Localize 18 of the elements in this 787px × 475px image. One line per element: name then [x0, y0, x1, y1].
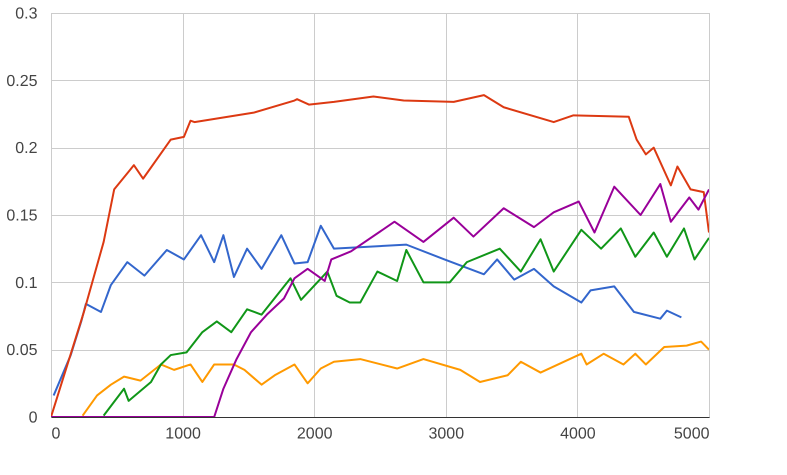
y-tick-label: 0.25 — [6, 72, 38, 90]
x-tick-label: 2000 — [296, 426, 333, 442]
line-series — [51, 183, 709, 417]
y-tick-label: 0 — [28, 410, 38, 426]
line-series — [102, 227, 709, 417]
line-series — [51, 94, 709, 417]
y-tick-label: 0.2 — [15, 140, 38, 158]
line-series — [82, 340, 709, 417]
y-tick-label: 0.1 — [15, 274, 38, 292]
x-tick-label: 4000 — [560, 426, 596, 442]
x-tick-label: 1000 — [165, 426, 201, 442]
x-tick-label: 3000 — [428, 426, 464, 442]
x-tick-label: 0 — [52, 426, 60, 442]
y-tick-label: 0.3 — [15, 6, 38, 22]
line-series — [52, 224, 682, 396]
x-tick-label: 5000 — [674, 426, 710, 442]
y-tick-label: 0.05 — [6, 342, 38, 360]
y-tick-label: 0.15 — [6, 208, 38, 224]
